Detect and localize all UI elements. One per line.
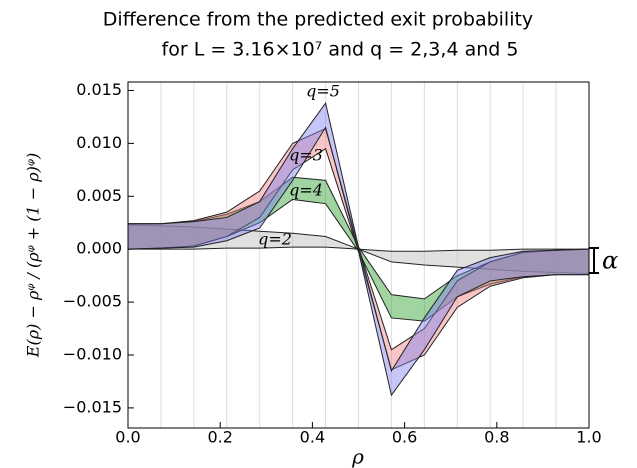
y-tick-label: 0.000 bbox=[76, 239, 122, 258]
alpha-bracket bbox=[589, 247, 599, 274]
x-tick-label: 0.4 bbox=[300, 428, 325, 447]
x-tick-label: 0.6 bbox=[392, 428, 417, 447]
x-axis-label: ρ bbox=[351, 445, 364, 468]
x-tick-label: 0.0 bbox=[115, 428, 140, 447]
plot-frame bbox=[127, 81, 590, 429]
band-area bbox=[128, 103, 589, 396]
y-tick-label: 0.010 bbox=[76, 133, 122, 152]
y-tick-label: −0.010 bbox=[63, 344, 122, 363]
x-tick-label: 0.2 bbox=[207, 428, 232, 447]
y-tick-label: 0.005 bbox=[76, 186, 122, 205]
chart-subtitle: for L = 3.16×10⁷ and q = 2,3,4 and 5 bbox=[162, 39, 519, 61]
band-area bbox=[128, 224, 589, 274]
y-tick-label: −0.015 bbox=[63, 397, 122, 416]
band-area bbox=[128, 177, 589, 322]
band-edge bbox=[128, 246, 590, 275]
x-tick-label: 1.0 bbox=[576, 428, 601, 447]
series-label: q=5 bbox=[306, 82, 340, 101]
y-axis-label: E(ρ) − ρᵠ / (ρᵠ + (1 − ρ)ᵠ) bbox=[24, 153, 43, 358]
y-tick-label: 0.015 bbox=[76, 80, 122, 99]
series-label: q=4 bbox=[289, 181, 323, 200]
band-area bbox=[128, 128, 589, 370]
series-label: q=3 bbox=[289, 146, 323, 165]
series-label: q=2 bbox=[258, 230, 292, 249]
chart-title: Difference from the predicted exit proba… bbox=[103, 9, 533, 31]
x-tick-label: 0.8 bbox=[484, 428, 509, 447]
band-edge bbox=[128, 101, 590, 373]
band-edge bbox=[127, 126, 589, 397]
alpha-annotation: α bbox=[602, 247, 618, 275]
y-tick-label: −0.005 bbox=[63, 292, 122, 311]
